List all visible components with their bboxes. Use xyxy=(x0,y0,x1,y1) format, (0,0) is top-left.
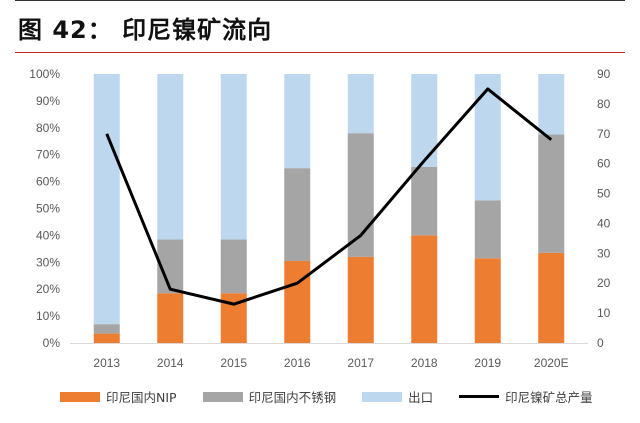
x-axis-tick: 2019 xyxy=(474,356,501,370)
bar-segment xyxy=(538,74,565,135)
right-axis-tick: 60 xyxy=(597,157,611,171)
bar-segment xyxy=(93,74,120,325)
bar-segment xyxy=(157,74,184,240)
legend-swatch xyxy=(60,391,100,402)
bar-segment xyxy=(411,74,438,167)
title-rule xyxy=(15,52,625,53)
right-axis-tick: 10 xyxy=(597,306,611,320)
bar-segment xyxy=(347,133,374,257)
bar-segment xyxy=(538,134,565,253)
bar-segment xyxy=(284,74,311,169)
bar-segment xyxy=(93,333,120,343)
right-axis-tick: 40 xyxy=(597,216,611,230)
left-axis-tick: 40% xyxy=(36,228,60,242)
right-axis-tick: 0 xyxy=(597,336,604,350)
figure-title: 图 42： 印尼镍矿流向 xyxy=(18,16,273,44)
bar-segment xyxy=(347,74,374,134)
right-axis-tick: 90 xyxy=(597,67,611,81)
bar-segment xyxy=(220,74,247,240)
legend-item-export: 出口 xyxy=(362,387,433,406)
right-axis-tick: 70 xyxy=(597,127,611,141)
bar-segment xyxy=(284,260,311,343)
left-axis-tick: 90% xyxy=(36,94,60,108)
bar-segment xyxy=(474,200,501,259)
x-axis-tick: 2016 xyxy=(284,356,311,370)
x-axis-tick: 2013 xyxy=(93,356,120,370)
bar-segment xyxy=(347,256,374,343)
bar-segment xyxy=(284,168,311,261)
bar-segment xyxy=(411,235,438,343)
right-axis-tick: 80 xyxy=(597,97,611,111)
right-axis-tick: 50 xyxy=(597,187,611,201)
legend-item-total: 印尼镍矿总产量 xyxy=(459,387,593,406)
legend-line xyxy=(459,395,500,398)
left-axis-tick: 0% xyxy=(43,336,61,350)
x-axis-tick: 2015 xyxy=(220,356,247,370)
legend: 印尼国内NIP 印尼国内不锈钢 出口 印尼镍矿总产量 xyxy=(60,387,593,406)
x-axis-tick: 2014 xyxy=(157,356,184,370)
left-axis-tick: 70% xyxy=(36,148,60,162)
bar-segment xyxy=(157,293,184,343)
right-axis-tick: 20 xyxy=(597,276,611,290)
bar-segment xyxy=(474,74,501,201)
bar-segment xyxy=(220,239,247,294)
x-axis-tick: 2020E xyxy=(534,356,569,370)
bar-segment xyxy=(538,252,565,343)
bar-segment xyxy=(411,166,438,236)
bar-segment xyxy=(474,258,501,343)
x-axis-tick: 2018 xyxy=(411,356,438,370)
legend-label: 印尼国内NIP xyxy=(106,390,177,405)
left-axis-tick: 10% xyxy=(36,309,60,323)
legend-swatch xyxy=(202,391,243,402)
left-axis-tick: 60% xyxy=(36,175,60,189)
left-axis-tick: 30% xyxy=(36,255,60,269)
legend-swatch xyxy=(362,391,403,402)
legend-label: 印尼国内不锈钢 xyxy=(248,390,337,405)
left-axis-tick: 80% xyxy=(36,121,60,135)
left-axis-tick: 100% xyxy=(29,67,60,81)
legend-item-stainless: 印尼国内不锈钢 xyxy=(202,387,337,406)
x-axis-tick: 2017 xyxy=(347,356,374,370)
legend-item-nip: 印尼国内NIP xyxy=(60,387,177,406)
legend-label: 印尼镍矿总产量 xyxy=(505,390,593,405)
left-axis-tick: 20% xyxy=(36,282,60,296)
legend-label: 出口 xyxy=(408,390,434,405)
total-output-line xyxy=(105,87,553,306)
right-axis-tick: 30 xyxy=(597,246,611,260)
bar-segment xyxy=(93,324,120,334)
top-rule xyxy=(15,0,625,1)
left-axis-tick: 50% xyxy=(36,202,60,216)
